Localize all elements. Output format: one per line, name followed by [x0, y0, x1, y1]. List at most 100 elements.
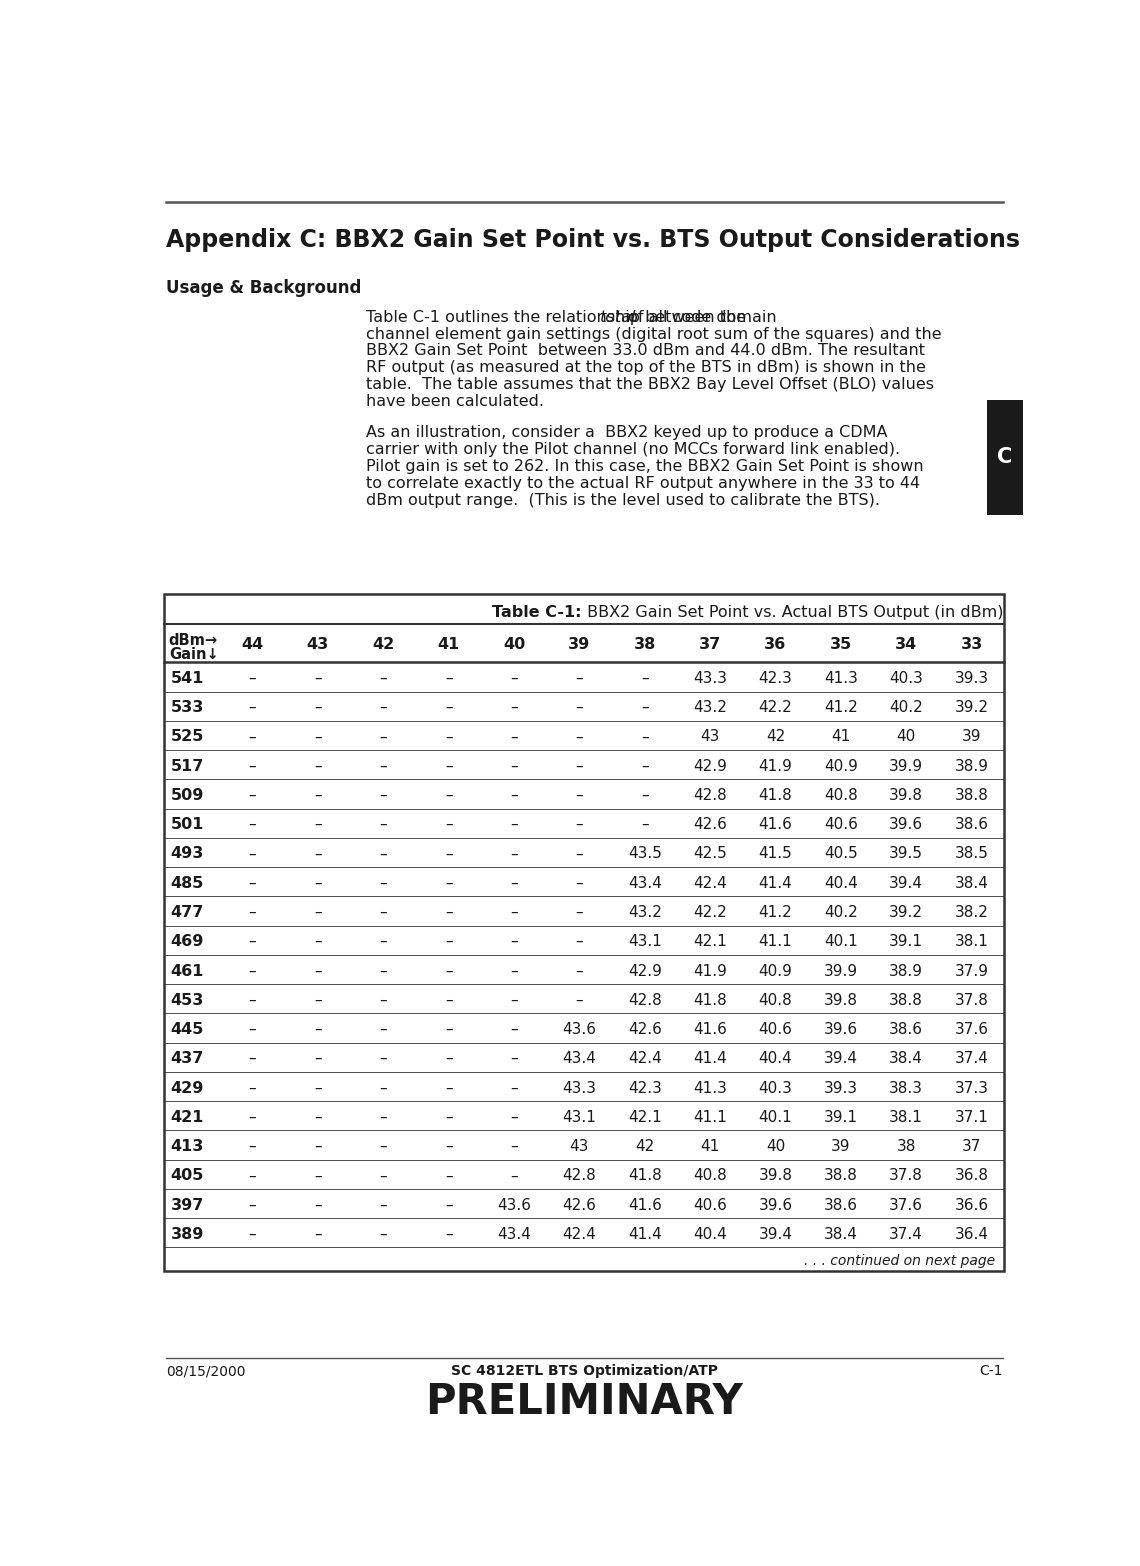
Text: C: C — [998, 448, 1012, 467]
Text: –: – — [380, 1110, 386, 1124]
Text: –: – — [576, 993, 584, 1009]
Text: –: – — [380, 875, 386, 891]
Text: 43.2: 43.2 — [628, 905, 661, 919]
Text: . . . continued on next page: . . . continued on next page — [804, 1253, 995, 1267]
Text: –: – — [445, 817, 453, 832]
Text: 38.1: 38.1 — [889, 1110, 923, 1124]
Text: 38.6: 38.6 — [889, 1023, 923, 1037]
Text: –: – — [576, 670, 584, 686]
Text: –: – — [249, 1198, 256, 1212]
Text: 42.8: 42.8 — [562, 1168, 596, 1184]
Text: 39.5: 39.5 — [889, 847, 923, 861]
Text: 43: 43 — [570, 1138, 589, 1154]
Text: 501: 501 — [170, 817, 204, 832]
Text: Table C-1 outlines the relationship between the: Table C-1 outlines the relationship betw… — [366, 310, 751, 324]
Text: 39.8: 39.8 — [758, 1168, 792, 1184]
Bar — [987, 399, 1023, 515]
Text: 445: 445 — [170, 1023, 204, 1037]
Text: 42.6: 42.6 — [562, 1198, 596, 1212]
Text: –: – — [641, 817, 649, 832]
Text: –: – — [445, 730, 453, 744]
Text: –: – — [314, 1226, 321, 1242]
Text: 469: 469 — [170, 935, 204, 949]
Text: –: – — [249, 700, 256, 716]
Text: 41.4: 41.4 — [693, 1051, 727, 1066]
Text: 39.9: 39.9 — [889, 758, 923, 774]
Text: –: – — [249, 963, 256, 979]
Text: have been calculated.: have been calculated. — [366, 395, 544, 409]
Text: –: – — [380, 670, 386, 686]
Text: 41.8: 41.8 — [693, 993, 727, 1009]
Text: –: – — [576, 700, 584, 716]
Text: –: – — [380, 1051, 386, 1066]
Text: 41.4: 41.4 — [758, 875, 792, 891]
Text: 36.8: 36.8 — [954, 1168, 988, 1184]
Text: –: – — [511, 670, 518, 686]
Text: total: total — [600, 310, 636, 324]
Text: –: – — [511, 1138, 518, 1154]
Text: –: – — [314, 817, 321, 832]
Text: Gain↓: Gain↓ — [169, 647, 219, 662]
Text: –: – — [445, 758, 453, 774]
Text: 37.8: 37.8 — [954, 993, 988, 1009]
Text: –: – — [380, 817, 386, 832]
Text: 413: 413 — [170, 1138, 204, 1154]
Text: 40.3: 40.3 — [758, 1081, 792, 1096]
Text: 39.4: 39.4 — [824, 1051, 858, 1066]
Text: –: – — [249, 1168, 256, 1184]
Text: 40.6: 40.6 — [824, 817, 857, 832]
Text: –: – — [445, 963, 453, 979]
Text: 37.9: 37.9 — [954, 963, 988, 979]
Text: –: – — [576, 788, 584, 803]
Text: 39: 39 — [568, 637, 591, 651]
Text: dBm output range.  (This is the level used to calibrate the BTS).: dBm output range. (This is the level use… — [366, 493, 880, 507]
Text: –: – — [641, 758, 649, 774]
Text: 429: 429 — [170, 1081, 204, 1096]
Text: of all code domain: of all code domain — [622, 310, 776, 324]
Text: –: – — [511, 817, 518, 832]
Text: 37: 37 — [962, 1138, 982, 1154]
Text: 43: 43 — [700, 730, 719, 744]
Text: –: – — [314, 875, 321, 891]
Text: 37.3: 37.3 — [954, 1081, 988, 1096]
Text: 38: 38 — [634, 637, 655, 651]
Text: –: – — [380, 905, 386, 919]
Text: –: – — [445, 847, 453, 861]
Text: 38.4: 38.4 — [824, 1226, 857, 1242]
Text: 08/15/2000: 08/15/2000 — [165, 1364, 245, 1378]
Text: 38.9: 38.9 — [954, 758, 988, 774]
Text: –: – — [511, 1168, 518, 1184]
Text: –: – — [511, 875, 518, 891]
Text: 41.6: 41.6 — [693, 1023, 727, 1037]
Text: 38.1: 38.1 — [954, 935, 988, 949]
Text: 36: 36 — [764, 637, 787, 651]
Text: 39.6: 39.6 — [889, 817, 923, 832]
Text: 437: 437 — [170, 1051, 204, 1066]
Text: –: – — [380, 788, 386, 803]
Text: 42.5: 42.5 — [693, 847, 727, 861]
Text: 493: 493 — [170, 847, 204, 861]
Text: –: – — [576, 875, 584, 891]
Text: 40.8: 40.8 — [824, 788, 857, 803]
Text: 38.4: 38.4 — [954, 875, 988, 891]
Text: 42.4: 42.4 — [562, 1226, 596, 1242]
Text: 40.4: 40.4 — [693, 1226, 727, 1242]
Text: 40: 40 — [503, 637, 526, 651]
Text: –: – — [380, 935, 386, 949]
Text: 43.3: 43.3 — [693, 670, 727, 686]
Text: –: – — [314, 935, 321, 949]
Text: 42.3: 42.3 — [758, 670, 792, 686]
Text: –: – — [314, 1168, 321, 1184]
Text: –: – — [249, 993, 256, 1009]
Text: 42.1: 42.1 — [628, 1110, 661, 1124]
Text: –: – — [511, 993, 518, 1009]
Text: –: – — [249, 847, 256, 861]
Text: 42.2: 42.2 — [758, 700, 792, 716]
Text: –: – — [445, 905, 453, 919]
Text: 39: 39 — [831, 1138, 850, 1154]
Text: 40.8: 40.8 — [758, 993, 792, 1009]
Text: –: – — [445, 788, 453, 803]
Text: –: – — [314, 1023, 321, 1037]
Text: –: – — [511, 788, 518, 803]
Text: –: – — [249, 875, 256, 891]
